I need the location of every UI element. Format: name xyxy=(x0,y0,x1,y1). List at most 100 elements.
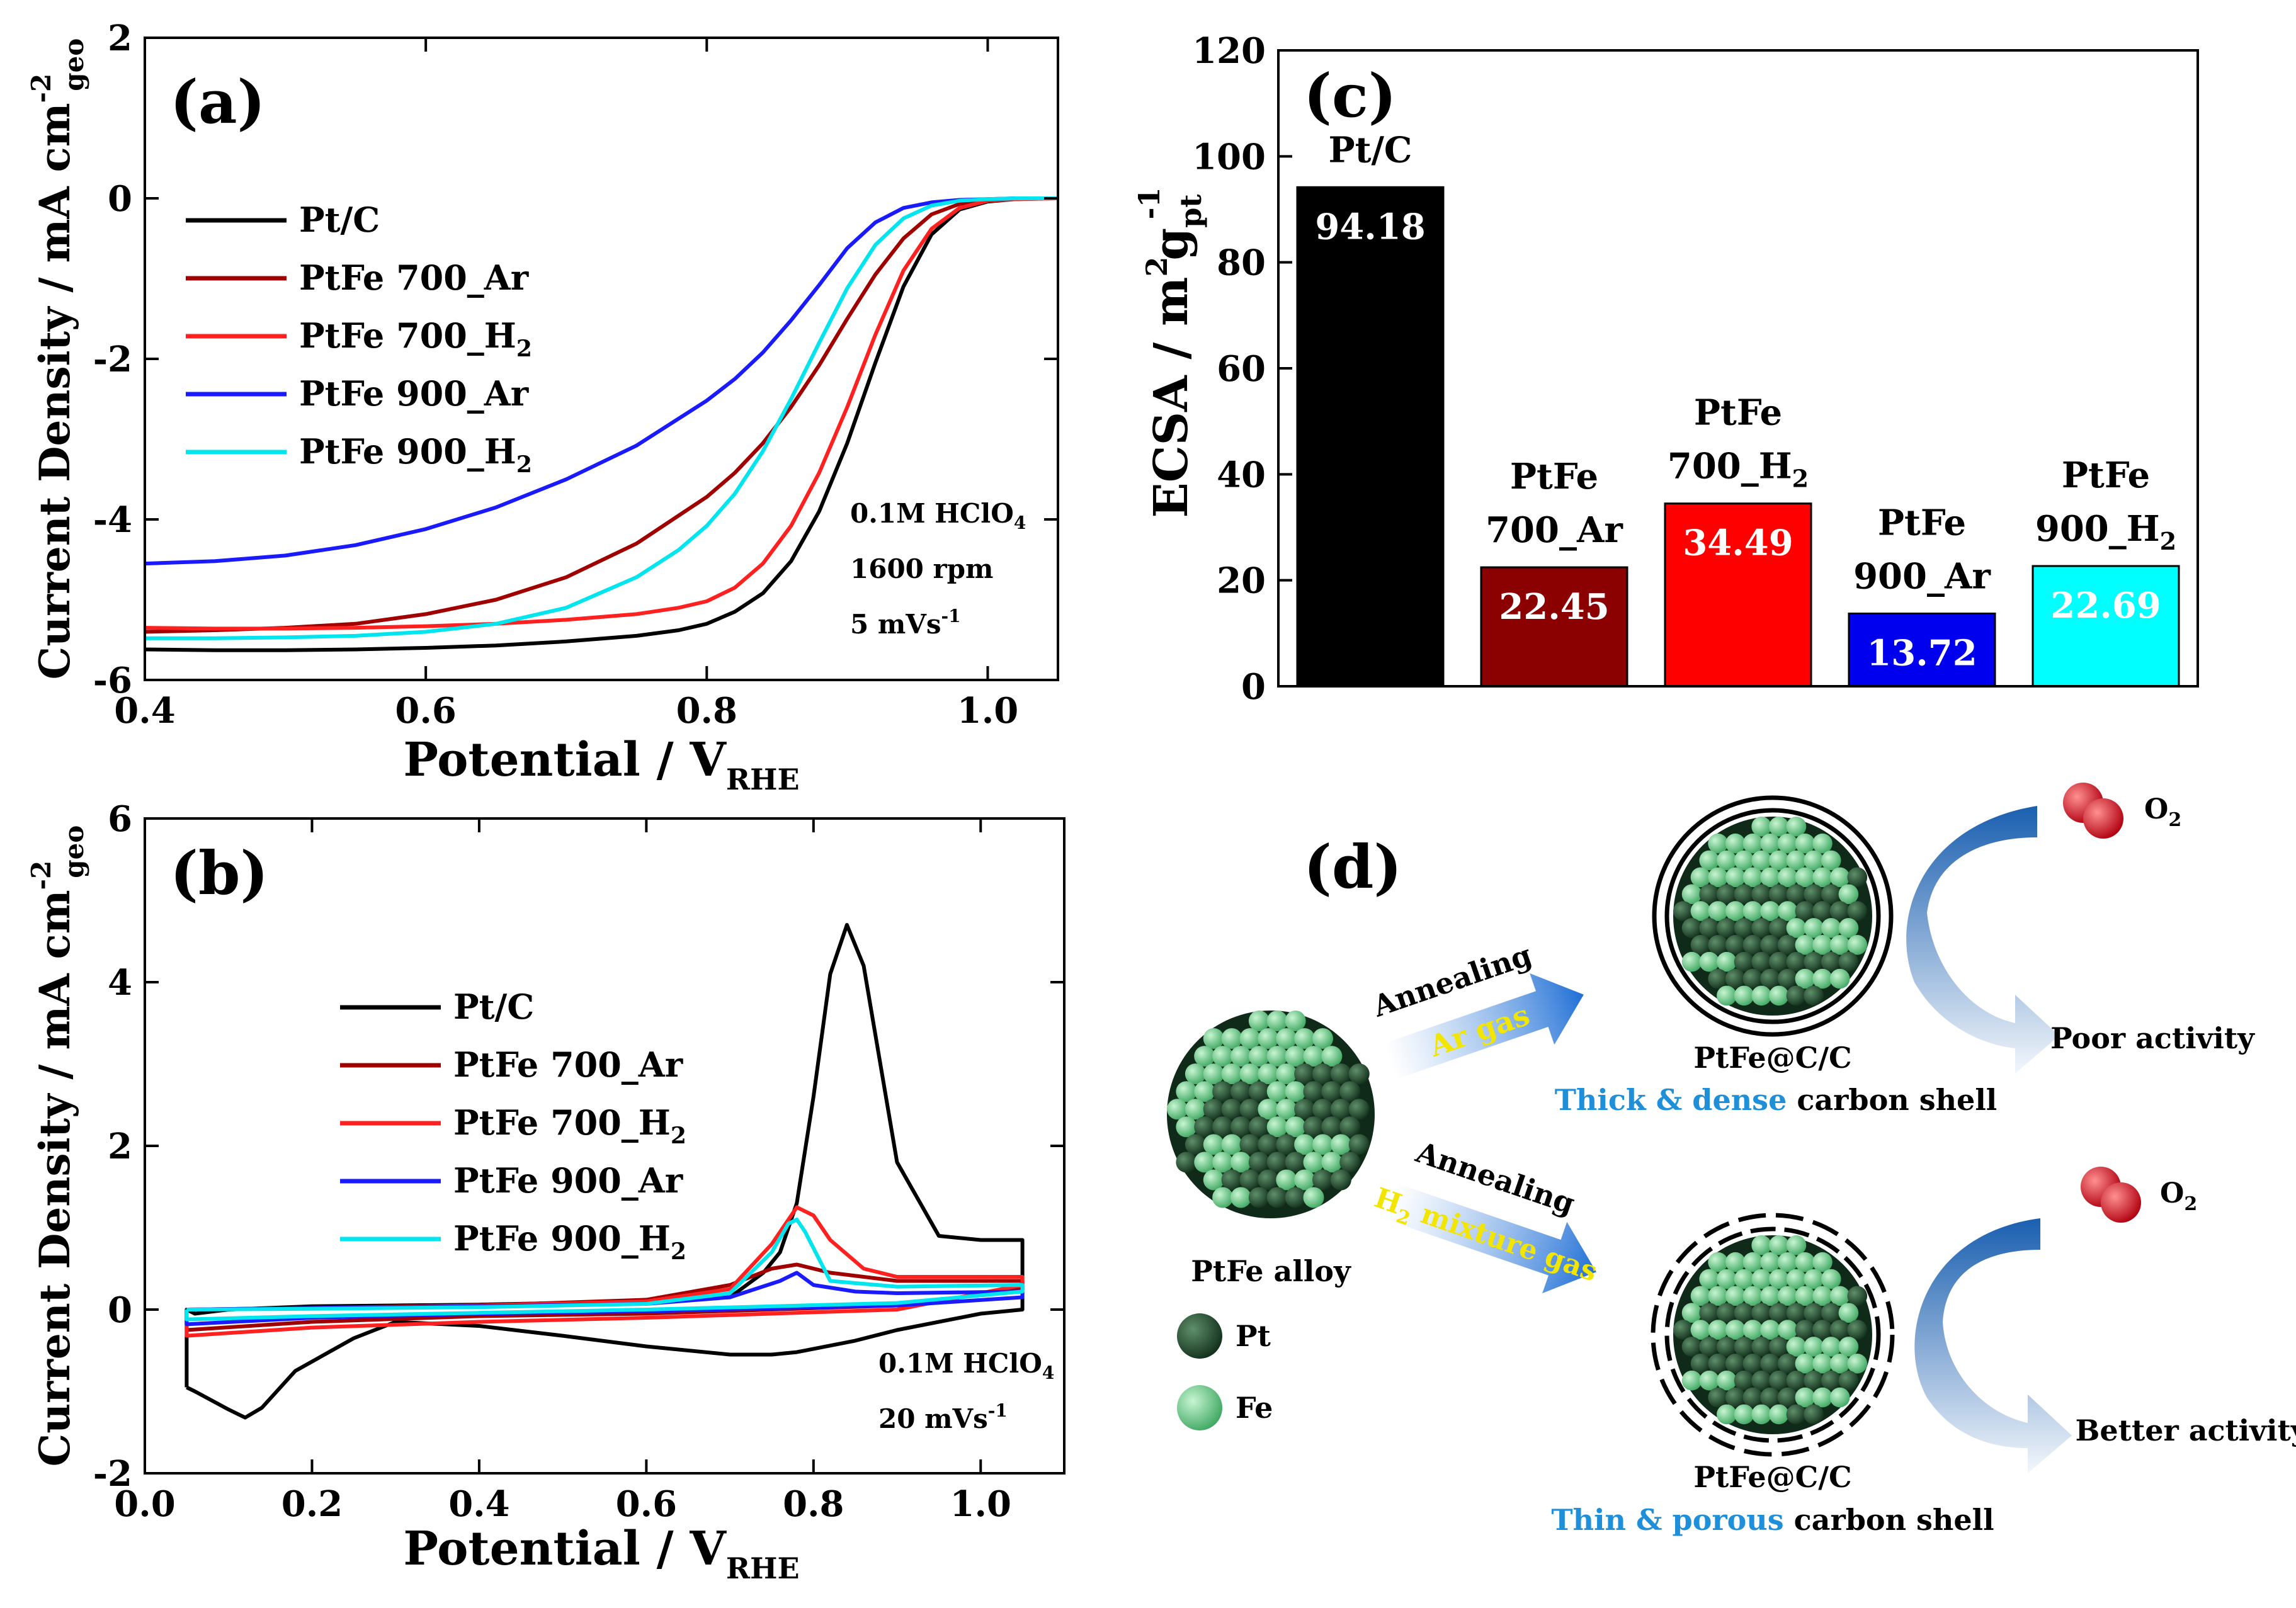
pt-atom xyxy=(1230,1081,1251,1102)
pt-atom xyxy=(1294,1099,1316,1120)
bar-category-label: 900_Ar xyxy=(1853,556,1991,597)
panel-b: 0.0 0.2 0.4 0.6 0.8 1.0 -2 0 2 4 6 (b) Pt/C PtFe 70… xyxy=(26,798,1066,1585)
fe-atom xyxy=(1804,918,1824,938)
fe-atom xyxy=(1167,1099,1188,1120)
pt-atom xyxy=(1248,1081,1270,1102)
fe-atom xyxy=(1795,1252,1816,1272)
pt-atom xyxy=(1248,1152,1270,1173)
fe-atom xyxy=(1176,1116,1197,1138)
fe-atom xyxy=(1829,968,1850,989)
y-tick-label: 60 xyxy=(1217,348,1266,390)
fe-atom xyxy=(1203,1063,1224,1085)
pt-atom xyxy=(1795,1320,1816,1340)
series-line-4 xyxy=(185,1218,1025,1322)
pt-atom xyxy=(1821,951,1841,972)
fe-atom xyxy=(1708,1252,1728,1272)
y-tick-label: 0 xyxy=(1241,666,1266,708)
pt-atom xyxy=(1768,1370,1789,1391)
series-line-2 xyxy=(145,196,1058,631)
fe-atom xyxy=(1768,1404,1789,1425)
bar-2 xyxy=(1664,502,1812,688)
pt-atom xyxy=(1786,951,1807,972)
fe-atom xyxy=(1760,1286,1780,1306)
fe-atom xyxy=(1203,1134,1224,1155)
pt-atom xyxy=(1760,968,1780,989)
fe-atom xyxy=(1829,1387,1850,1408)
fe-atom xyxy=(1786,817,1807,837)
x-tick-label: 0.2 xyxy=(281,1483,343,1525)
fe-atom xyxy=(1717,1370,1737,1391)
fe-atom xyxy=(1777,1320,1798,1340)
fe-atom xyxy=(1768,1269,1789,1289)
fe-atom xyxy=(1725,867,1746,888)
y-tick-label: 0 xyxy=(108,1289,132,1331)
y-tick-label: 6 xyxy=(108,798,132,840)
bottom-o2-label: O2 xyxy=(2160,1177,2197,1215)
fe-atom xyxy=(1795,1387,1816,1408)
series-line-0 xyxy=(145,196,1058,652)
pt-atom xyxy=(1285,1152,1306,1173)
fe-atom xyxy=(1194,1152,1215,1173)
legend-fe-label: Fe xyxy=(1236,1391,1273,1425)
pt-atom xyxy=(1725,968,1746,989)
pt-atom xyxy=(1734,951,1754,972)
pt-atom xyxy=(1321,1116,1343,1138)
fe-atom xyxy=(1276,1099,1297,1120)
poor-activity-curved-arrow xyxy=(1906,806,2059,1073)
fe-atom xyxy=(1330,1134,1351,1155)
fe-atom xyxy=(1266,1011,1288,1031)
fe-atom xyxy=(1838,918,1859,938)
fe-atom xyxy=(1258,1063,1279,1085)
pt-atom xyxy=(1751,884,1771,905)
fe-atom xyxy=(1312,1028,1333,1050)
y-tick-label: 80 xyxy=(1217,242,1266,284)
fe-atom xyxy=(1690,1286,1711,1306)
fe-atom xyxy=(1717,850,1737,871)
fe-atom xyxy=(1708,1320,1728,1340)
fe-atom xyxy=(1681,884,1702,905)
pt-atom xyxy=(1847,1320,1868,1340)
pt-atom xyxy=(1768,884,1789,905)
pt-atom xyxy=(1708,968,1728,989)
fe-atom xyxy=(1742,901,1763,921)
fe-atom xyxy=(1285,1046,1306,1067)
legend-label: Pt/C xyxy=(299,200,380,240)
fe-atom xyxy=(1276,1169,1297,1191)
fe-atom xyxy=(1742,867,1763,888)
panel-a-label: (a) xyxy=(170,67,265,137)
y-tick-label: 100 xyxy=(1192,136,1266,178)
annotation-text: 0.1M HClO4 xyxy=(878,1348,1054,1383)
y-tick-label: -2 xyxy=(93,339,132,380)
annotation-text: 20 mVs-1 xyxy=(878,1400,1008,1434)
pt-atom xyxy=(1725,1354,1746,1374)
pt-atom xyxy=(1734,1337,1754,1357)
fe-atom xyxy=(1829,867,1850,888)
fe-atom xyxy=(1312,1134,1333,1155)
pt-atom xyxy=(1734,1303,1754,1323)
pt-atom xyxy=(1742,1354,1763,1374)
fe-atom xyxy=(1725,901,1746,921)
thick-shell-particle xyxy=(1673,817,1872,1016)
o2-molecule-icon xyxy=(2083,798,2123,839)
poor-activity-label: Poor activity xyxy=(2050,1021,2255,1055)
bar-4 xyxy=(2032,565,2180,688)
pt-atom xyxy=(1804,1404,1824,1425)
pt-atom xyxy=(1751,951,1771,972)
fe-atom xyxy=(1760,1252,1780,1272)
legend-label: PtFe 700_H2 xyxy=(299,315,532,362)
y-tick-label: 40 xyxy=(1217,454,1266,495)
fe-atom xyxy=(1212,1152,1234,1173)
fe-atom xyxy=(1812,968,1833,989)
fe-atom xyxy=(1239,1028,1261,1050)
fe-atom xyxy=(1725,1286,1746,1306)
pt-atom xyxy=(1221,1169,1242,1191)
legend-label: PtFe 700_Ar xyxy=(453,1045,683,1085)
y-tick-label: 2 xyxy=(108,18,132,59)
fe-atom xyxy=(1751,817,1771,837)
fe-atom xyxy=(1725,833,1746,854)
pt-atom xyxy=(1294,1063,1316,1085)
pt-atom xyxy=(1812,1320,1833,1340)
fe-atom xyxy=(1690,1320,1711,1340)
pt-atom xyxy=(1751,1370,1771,1391)
panel-a-annotations: 0.1M HClO4 1600 rpm 5 mVs-1 xyxy=(850,498,1026,640)
